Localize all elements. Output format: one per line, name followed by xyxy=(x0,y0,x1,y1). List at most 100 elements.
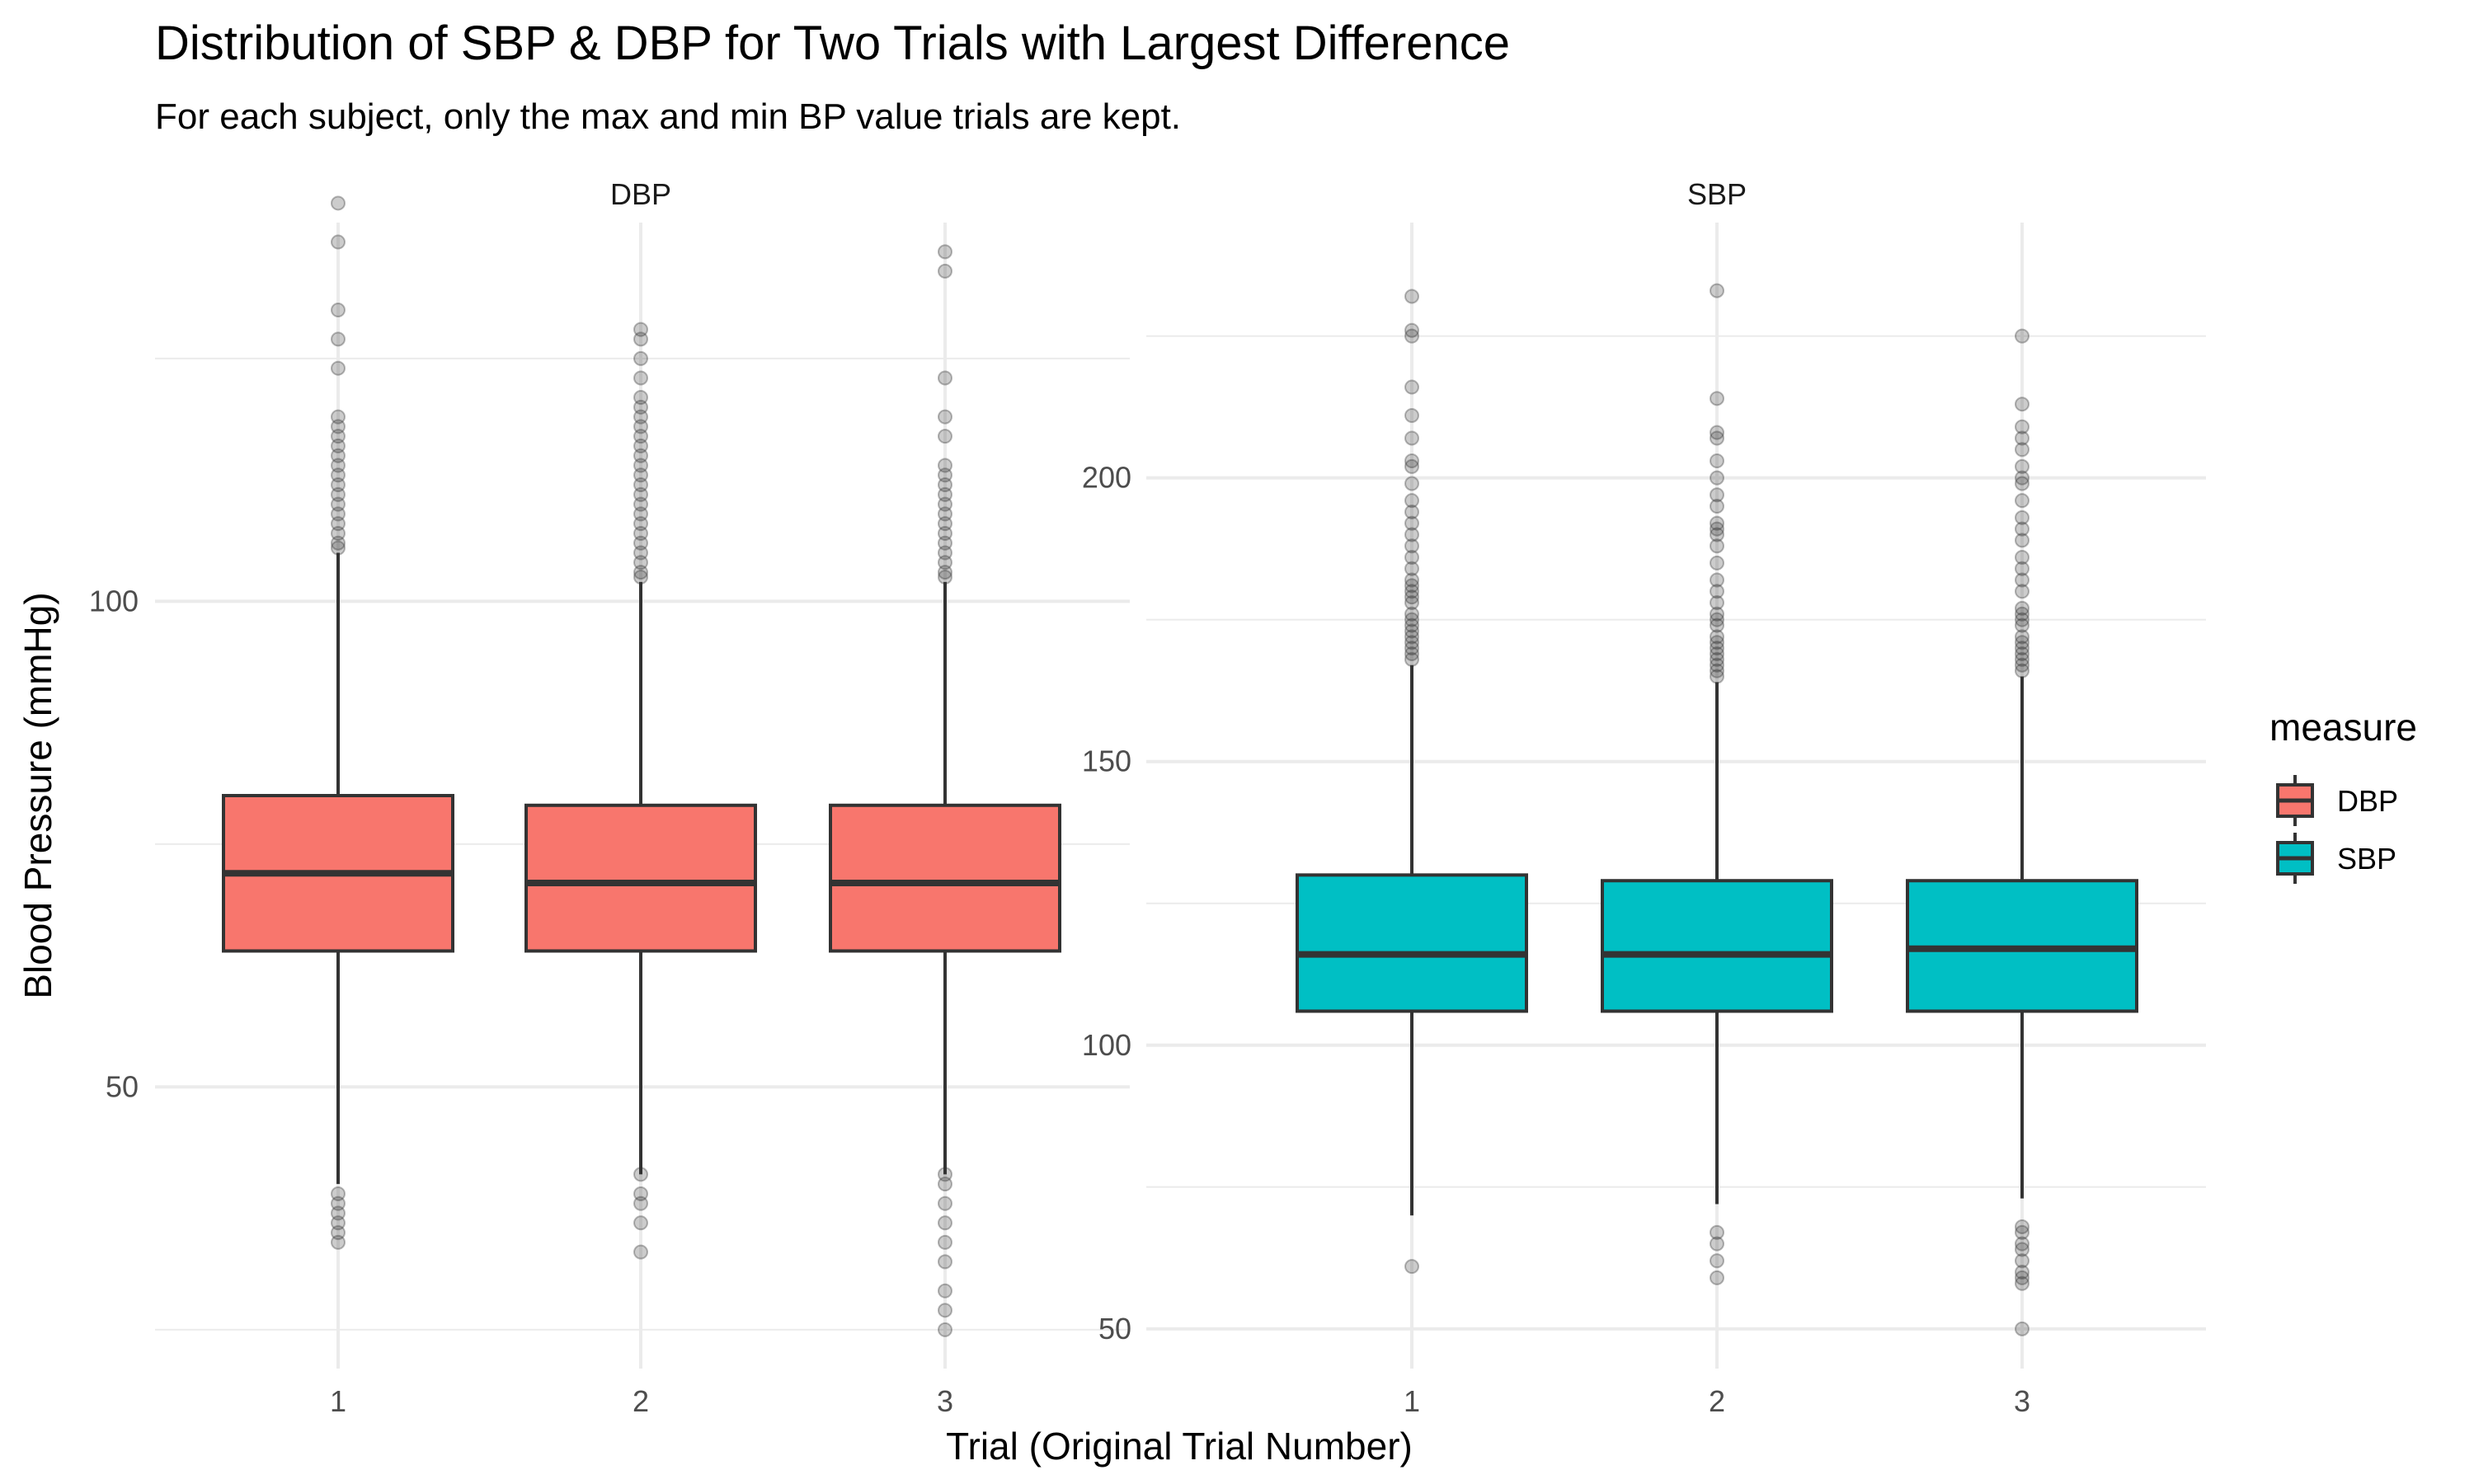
outlier-point xyxy=(633,486,648,502)
outlier-point xyxy=(1404,527,1419,542)
outlier-point xyxy=(1710,646,1724,661)
outlier-point xyxy=(633,350,648,366)
outlier-point xyxy=(938,565,952,580)
outlier-point xyxy=(2015,397,2030,412)
outlier-point xyxy=(1404,635,1419,650)
outlier-point xyxy=(1710,487,1724,503)
outlier-point xyxy=(331,1215,346,1231)
outlier-point xyxy=(633,1244,648,1260)
outlier-point xyxy=(1404,595,1419,611)
outlier-point xyxy=(2015,600,2030,616)
chart-title: Distribution of SBP & DBP for Two Trials… xyxy=(155,16,1510,70)
outlier-point xyxy=(938,1322,952,1337)
outlier-point xyxy=(938,545,952,561)
outlier-point xyxy=(633,506,648,522)
outlier-point xyxy=(938,1234,952,1250)
outlier-point xyxy=(331,1234,346,1250)
outlier-point xyxy=(331,506,346,522)
facet-strip-sbp: SBP xyxy=(1687,177,1747,211)
outlier-point xyxy=(331,496,346,512)
outlier-point xyxy=(1710,641,1724,656)
chart-subtitle: For each subject, only the max and min B… xyxy=(155,96,1181,137)
outlier-point xyxy=(938,467,952,483)
outlier-point xyxy=(1710,669,1724,684)
outlier-point xyxy=(2015,572,2030,588)
outlier-point xyxy=(1404,328,1419,344)
outlier-point xyxy=(1404,549,1419,565)
outlier-point xyxy=(2015,442,2030,458)
x-tick-label-dbp: 3 xyxy=(937,1384,953,1418)
outlier-point xyxy=(1404,1259,1419,1275)
outlier-point xyxy=(938,409,952,425)
outlier-point xyxy=(331,195,346,211)
outlier-point xyxy=(1710,538,1724,554)
outlier-point xyxy=(331,360,346,376)
outlier-point xyxy=(633,545,648,561)
legend-key-dbp xyxy=(2276,775,2314,826)
outlier-point xyxy=(938,569,952,585)
outlier-point xyxy=(2015,476,2030,491)
outlier-point xyxy=(1404,629,1419,645)
box-iqr xyxy=(524,803,757,953)
outlier-point xyxy=(1710,595,1724,611)
panel-dbp: 50 100 1 2 3 xyxy=(89,195,1130,1418)
outlier-point xyxy=(2015,584,2030,599)
outlier-point xyxy=(1710,515,1724,531)
outlier-point xyxy=(2015,549,2030,565)
outlier-point xyxy=(633,1167,648,1182)
outlier-point xyxy=(1710,1270,1724,1285)
outlier-point xyxy=(2015,493,2030,509)
outlier-point xyxy=(2015,328,2030,344)
outlier-point xyxy=(2015,663,2030,679)
outlier-point xyxy=(2015,1253,2030,1269)
outlier-point xyxy=(938,429,952,444)
legend: measure DBP SBP xyxy=(2269,706,2417,884)
outlier-point xyxy=(2015,470,2030,486)
outlier-point xyxy=(331,1205,346,1221)
outlier-point xyxy=(2015,1275,2030,1291)
outlier-point xyxy=(1710,555,1724,571)
outlier-point xyxy=(1404,561,1419,576)
outlier-point xyxy=(1710,521,1724,537)
box-iqr xyxy=(1601,879,1833,1013)
outlier-point xyxy=(2015,419,2030,434)
outlier-point xyxy=(1404,646,1419,661)
box-dbp-trial-3 xyxy=(829,244,1061,1337)
legend-label-dbp: DBP xyxy=(2337,784,2398,818)
outlier-point xyxy=(2015,521,2030,537)
outlier-point xyxy=(938,1167,952,1182)
outlier-point xyxy=(2015,458,2030,474)
outlier-point xyxy=(633,322,648,337)
outlier-point xyxy=(1404,572,1419,588)
outlier-point xyxy=(633,467,648,483)
outlier-point xyxy=(331,516,346,532)
outlier-point xyxy=(2015,1236,2030,1252)
outlier-point xyxy=(2015,430,2030,446)
outlier-point xyxy=(2015,561,2030,576)
outlier-point xyxy=(331,1186,346,1201)
outlier-point xyxy=(1404,612,1419,627)
outlier-point xyxy=(1710,1236,1724,1252)
outlier-point xyxy=(331,486,346,502)
outlier-point xyxy=(1710,527,1724,542)
outlier-point xyxy=(331,438,346,453)
outlier-point xyxy=(2015,651,2030,667)
outlier-point xyxy=(1710,651,1724,667)
outlier-point xyxy=(331,477,346,493)
outlier-point xyxy=(938,370,952,386)
x-tick-label-dbp: 2 xyxy=(633,1384,649,1418)
outlier-point xyxy=(1710,470,1724,486)
outlier-point xyxy=(2015,629,2030,645)
outlier-point xyxy=(1710,629,1724,645)
outlier-point xyxy=(633,569,648,585)
outlier-point xyxy=(2015,533,2030,548)
y-tick-label-sbp: 50 xyxy=(1098,1312,1131,1345)
outlier-point xyxy=(1404,493,1419,509)
outlier-point xyxy=(633,438,648,453)
outlier-point xyxy=(1404,322,1419,338)
outlier-point xyxy=(938,1176,952,1192)
outlier-point xyxy=(633,331,648,347)
y-tick-label-dbp: 100 xyxy=(89,584,139,618)
outlier-point xyxy=(1404,618,1419,633)
